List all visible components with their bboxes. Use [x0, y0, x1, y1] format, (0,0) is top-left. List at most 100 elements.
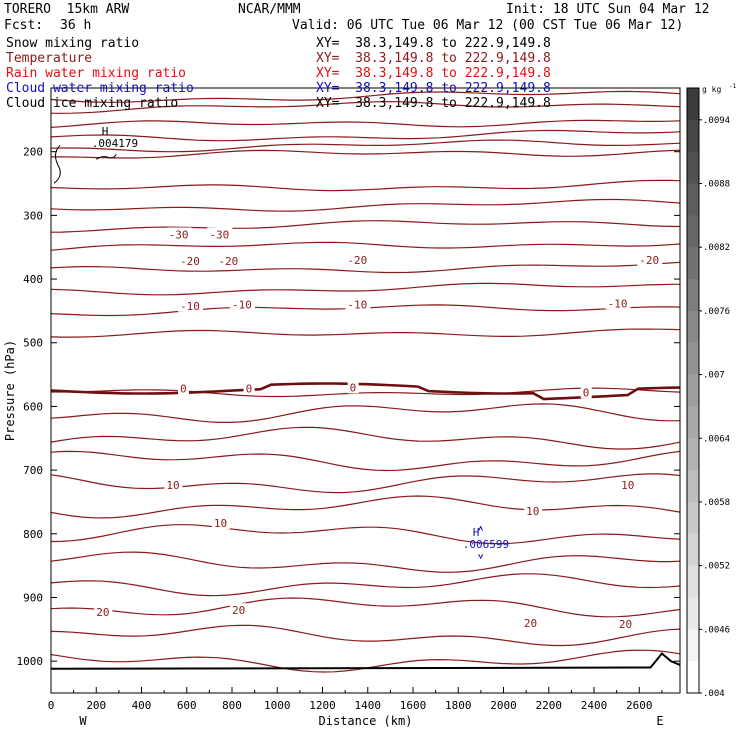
- maximum-symbol: H: [473, 526, 480, 539]
- temperature-contours: [50, 90, 681, 673]
- label-knockout: [345, 252, 371, 266]
- temperature-label: -10: [608, 297, 628, 310]
- label-knockout: [345, 297, 371, 311]
- colorbar-swatch: [687, 151, 699, 185]
- terrain-line: [50, 652, 681, 670]
- model-title: TORERO 15km ARW: [4, 2, 130, 17]
- west-label: W: [79, 714, 87, 728]
- label-knockout: [524, 503, 543, 517]
- x-tick-label: 2000: [490, 699, 517, 712]
- colorbar-tick-label: .0076: [703, 307, 730, 317]
- isotherm-line: [50, 573, 681, 597]
- temperature-label: 0: [180, 383, 187, 396]
- colorbar-tick-label: .0082: [703, 243, 730, 253]
- isotherm-line: [50, 495, 681, 519]
- x-tick-label: 1200: [309, 699, 336, 712]
- colorbar-tick-label: .0058: [703, 498, 730, 508]
- colorbar-tick-label: .0052: [703, 562, 730, 572]
- y-tick-label: 1000: [17, 655, 44, 668]
- maximum-value: .006599: [463, 538, 509, 551]
- y-tick-label: 400: [23, 273, 43, 286]
- temperature-label: 20: [96, 606, 109, 619]
- isotherm-line: [50, 597, 681, 618]
- label-knockout: [94, 605, 113, 619]
- isotherm-line: [50, 129, 681, 142]
- east-label: E: [656, 714, 663, 728]
- isotherm-line: [50, 282, 680, 296]
- colorbar-tick-label: .0088: [703, 180, 730, 190]
- label-knockout: [177, 298, 203, 312]
- isotherm-line: [50, 220, 681, 233]
- y-tick-label: 900: [23, 591, 43, 604]
- isotherm-line: [50, 450, 681, 472]
- temperature-label: 10: [621, 479, 634, 492]
- temperature-label: -30: [169, 228, 189, 241]
- label-knockout: [605, 296, 631, 310]
- label-knockout: [230, 603, 249, 617]
- colorbar-swatch: [687, 438, 699, 471]
- terrain-line: [50, 652, 681, 670]
- label-knockout: [637, 252, 663, 266]
- maximum-value: .004179: [92, 137, 138, 150]
- colorbar-swatch: [687, 247, 699, 280]
- label-knockout: [347, 380, 359, 394]
- label-knockout: [177, 254, 203, 268]
- isotherm-line: [50, 473, 681, 494]
- temperature-label: -10: [180, 300, 200, 313]
- cloud-water-contour: [478, 553, 484, 560]
- temperature-label: 10: [166, 479, 179, 492]
- colorbar-swatch: [687, 88, 699, 121]
- colorbar-swatch: [687, 597, 699, 630]
- forecast-hour: 36 h: [60, 18, 92, 33]
- colorbar-swatch: [687, 342, 699, 376]
- snow-contour: [95, 154, 117, 160]
- isotherm-line: [50, 241, 681, 251]
- x-tick-label: 2600: [626, 699, 653, 712]
- init-time: Init: 18 UTC Sun 04 Mar 12: [506, 2, 710, 17]
- snow-contour: [53, 144, 61, 184]
- colorbar-swatch: [687, 533, 699, 567]
- temperature-label: 0: [583, 386, 590, 399]
- axes: 0 200 400 600 800 1000 1200 1400 1600 1800 2000 220…: [3, 146, 680, 728]
- isotherm-line: [50, 139, 681, 153]
- x-tick-label: 200: [86, 699, 106, 712]
- forecast-label: Fcst:: [4, 18, 44, 33]
- label-knockout: [230, 297, 256, 311]
- label-knockout: [207, 227, 233, 241]
- colorbar-unit-exponent: -1: [729, 83, 737, 90]
- isotherm-line: [50, 551, 681, 573]
- colorbar-swatch: [687, 565, 699, 598]
- temperature-label: 10: [214, 517, 227, 530]
- colorbar-frame: [686, 87, 700, 694]
- cloud-water-contour: [478, 525, 484, 531]
- isotherm-line: [50, 198, 681, 212]
- temperature-label: -30: [209, 228, 229, 241]
- colorbar-tick-label: .0046: [703, 625, 730, 635]
- isotherm-line: [50, 90, 681, 103]
- isotherm-line: [50, 624, 681, 647]
- field-label-cloud-ice: Cloud ice mixing ratio: [6, 96, 179, 111]
- colorbar-swatch: [687, 406, 699, 439]
- temperature-label: 20: [524, 617, 537, 630]
- x-tick-label: 2400: [581, 699, 608, 712]
- field-label-rain: Rain water mixing ratio: [6, 66, 187, 81]
- field-label-cloud-water: Cloud water mixing ratio: [6, 81, 194, 96]
- label-knockout: [619, 477, 638, 491]
- colorbar-swatch: [687, 470, 699, 503]
- x-tick-label: 1000: [264, 699, 291, 712]
- snow-mixing-contours: [53, 144, 484, 560]
- y-tick-label: 200: [23, 146, 43, 159]
- temperature-label: 0: [246, 383, 253, 396]
- temperature-label: -20: [180, 255, 200, 268]
- isotherm-line: [50, 261, 681, 274]
- temperature-label: 0: [350, 381, 357, 394]
- temperature-label: -20: [218, 255, 238, 268]
- x-tick-label: 0: [48, 699, 55, 712]
- colorbar-swatch: [687, 119, 699, 153]
- label-knockout: [164, 477, 183, 491]
- label-knockout: [166, 227, 192, 241]
- colorbar-unit: g kg: [702, 85, 721, 94]
- colorbar-swatch: [687, 310, 699, 344]
- maximum-symbol: H: [102, 125, 109, 138]
